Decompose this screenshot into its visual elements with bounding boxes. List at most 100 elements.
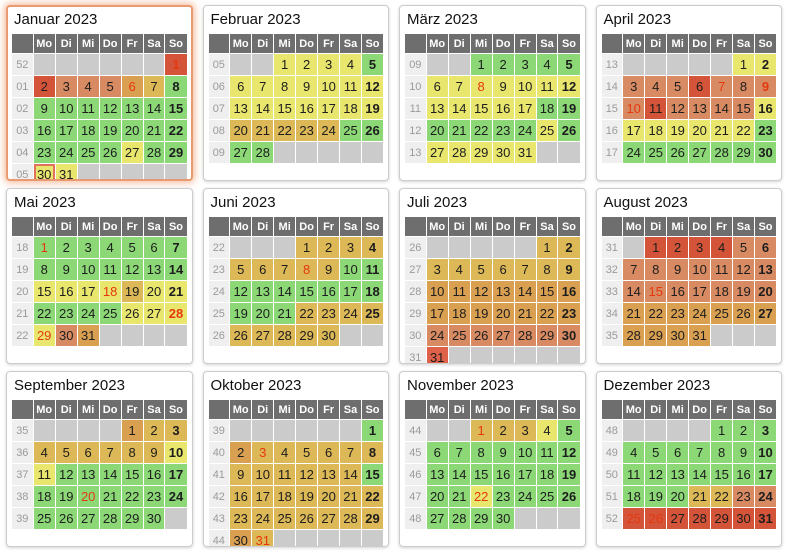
day-cell[interactable]: 26 — [229, 324, 253, 347]
day-cell[interactable]: 17 — [339, 280, 362, 303]
day-cell[interactable]: 7 — [447, 441, 471, 464]
day-cell[interactable]: 23 — [229, 507, 253, 530]
day-cell[interactable]: 13 — [688, 97, 712, 120]
day-cell[interactable]: 19 — [666, 119, 690, 142]
day-cell[interactable]: 15 — [644, 280, 668, 303]
day-cell[interactable]: 27 — [425, 141, 449, 164]
day-cell[interactable]: 17 — [76, 280, 100, 303]
day-cell[interactable]: 16 — [732, 463, 755, 486]
day-cell[interactable]: 8 — [710, 441, 734, 464]
day-cell[interactable]: 10 — [54, 97, 78, 120]
day-cell[interactable]: 29 — [360, 507, 385, 530]
day-cell[interactable]: 3 — [688, 236, 712, 259]
day-cell[interactable]: 8 — [469, 75, 493, 98]
day-cell[interactable]: 8 — [295, 258, 319, 281]
day-cell[interactable]: 25 — [644, 141, 668, 164]
day-cell[interactable]: 27 — [491, 324, 515, 347]
day-cell[interactable]: 17 — [688, 280, 712, 303]
day-cell[interactable]: 20 — [229, 119, 253, 142]
day-cell[interactable]: 27 — [229, 141, 253, 164]
day-cell[interactable]: 31 — [688, 324, 712, 347]
day-cell[interactable]: 16 — [753, 97, 778, 120]
day-cell[interactable]: 25 — [273, 507, 297, 530]
day-cell[interactable]: 4 — [360, 236, 385, 259]
day-cell[interactable]: 5 — [469, 258, 493, 281]
day-cell[interactable]: 9 — [142, 441, 166, 464]
day-cell[interactable]: 30 — [557, 324, 581, 347]
day-cell[interactable]: 7 — [142, 75, 166, 98]
day-cell[interactable]: 18 — [339, 97, 362, 120]
day-cell[interactable]: 26 — [120, 302, 144, 325]
day-cell[interactable]: 24 — [425, 324, 449, 347]
day-cell[interactable]: 23 — [295, 119, 319, 142]
day-cell[interactable]: 17 — [251, 485, 275, 508]
day-cell[interactable]: 1 — [32, 236, 56, 259]
day-cell[interactable]: 4 — [710, 236, 734, 259]
day-cell[interactable]: 22 — [164, 119, 188, 142]
day-cell[interactable]: 19 — [469, 302, 493, 325]
day-cell[interactable]: 2 — [142, 419, 166, 442]
day-cell[interactable]: 27 — [317, 507, 341, 530]
day-cell[interactable]: 12 — [469, 280, 493, 303]
day-cell[interactable]: 28 — [339, 507, 362, 530]
day-cell[interactable]: 12 — [666, 97, 690, 120]
day-cell[interactable]: 14 — [273, 280, 297, 303]
day-cell[interactable]: 25 — [339, 119, 362, 142]
day-cell[interactable]: 14 — [710, 97, 734, 120]
day-cell[interactable]: 21 — [339, 485, 362, 508]
day-cell[interactable]: 2 — [295, 53, 319, 76]
day-cell[interactable]: 22 — [360, 485, 385, 508]
day-cell[interactable]: 18 — [76, 119, 100, 142]
day-cell[interactable]: 28 — [447, 507, 471, 530]
day-cell[interactable]: 15 — [469, 97, 493, 120]
day-cell[interactable]: 1 — [164, 53, 188, 76]
day-cell[interactable]: 6 — [317, 441, 341, 464]
day-cell[interactable]: 16 — [557, 280, 581, 303]
day-cell[interactable]: 13 — [425, 463, 449, 486]
day-cell[interactable]: 19 — [360, 97, 385, 120]
day-cell[interactable]: 23 — [666, 302, 690, 325]
day-cell[interactable]: 13 — [317, 463, 341, 486]
day-cell[interactable]: 4 — [339, 53, 362, 76]
day-cell[interactable]: 3 — [513, 419, 537, 442]
day-cell[interactable]: 6 — [666, 441, 690, 464]
day-cell[interactable]: 26 — [557, 485, 581, 508]
day-cell[interactable]: 3 — [753, 419, 778, 442]
day-cell[interactable]: 16 — [32, 119, 56, 142]
day-cell[interactable]: 26 — [54, 507, 78, 530]
day-cell[interactable]: 10 — [753, 441, 778, 464]
day-cell[interactable]: 29 — [164, 141, 188, 164]
day-cell[interactable]: 12 — [54, 463, 78, 486]
day-cell[interactable]: 5 — [360, 53, 385, 76]
day-cell[interactable]: 14 — [513, 280, 537, 303]
day-cell[interactable]: 12 — [295, 463, 319, 486]
day-cell[interactable]: 26 — [98, 141, 122, 164]
day-cell[interactable]: 7 — [447, 75, 471, 98]
day-cell[interactable]: 13 — [753, 258, 778, 281]
day-cell[interactable]: 4 — [447, 258, 471, 281]
day-cell[interactable]: 25 — [535, 485, 559, 508]
day-cell[interactable]: 15 — [32, 280, 56, 303]
day-cell[interactable]: 30 — [491, 507, 515, 530]
day-cell[interactable]: 28 — [142, 141, 166, 164]
day-cell[interactable]: 22 — [32, 302, 56, 325]
day-cell[interactable]: 4 — [273, 441, 297, 464]
day-cell[interactable]: 18 — [98, 280, 122, 303]
day-cell[interactable]: 21 — [447, 485, 471, 508]
day-cell[interactable]: 23 — [753, 119, 778, 142]
day-cell[interactable]: 3 — [425, 258, 449, 281]
day-cell[interactable]: 19 — [557, 463, 581, 486]
day-cell[interactable]: 14 — [688, 463, 712, 486]
day-cell[interactable]: 3 — [339, 236, 362, 259]
day-cell[interactable]: 10 — [425, 280, 449, 303]
day-cell[interactable]: 8 — [644, 258, 668, 281]
day-cell[interactable]: 7 — [513, 258, 537, 281]
day-cell[interactable]: 22 — [469, 485, 493, 508]
day-cell[interactable]: 22 — [120, 485, 144, 508]
day-cell[interactable]: 20 — [425, 485, 449, 508]
day-cell[interactable]: 21 — [513, 302, 537, 325]
day-cell[interactable]: 6 — [753, 236, 778, 259]
day-cell[interactable]: 7 — [98, 441, 122, 464]
day-cell[interactable]: 12 — [229, 280, 253, 303]
day-cell[interactable]: 6 — [425, 441, 449, 464]
